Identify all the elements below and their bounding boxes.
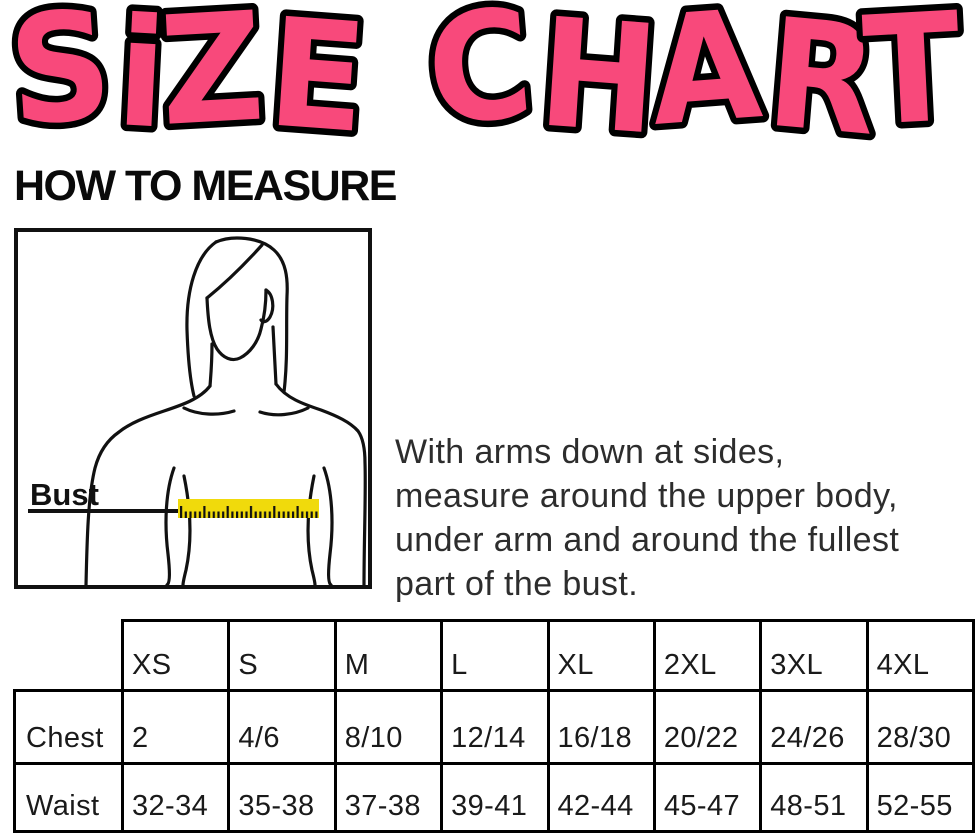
instruction-line: part of the bust. (395, 565, 639, 603)
waist-row-label: Waist (13, 762, 124, 833)
chest-cell-s: 4/6 (227, 689, 337, 765)
waist-cell-l: 39-41 (440, 762, 550, 833)
face-outline (205, 288, 268, 362)
inner-arm-right (322, 466, 334, 587)
how-to-measure-heading: HOW TO MEASURE (14, 162, 397, 210)
chest-cell-xs: 2 (120, 689, 231, 765)
torso-side-right (306, 474, 317, 587)
neck-right (271, 325, 278, 386)
measure-instructions: With arms down at sides, measure around … (395, 430, 978, 606)
page-title: SiZE CHART (3, 0, 964, 152)
instruction-line: under arm and around the fullest (395, 521, 900, 559)
instruction-line: measure around the upper body, (395, 477, 898, 515)
hair-right (214, 236, 289, 394)
chest-cell-2xl: 20/22 (652, 689, 763, 765)
waist-cell-4xl: 52-55 (865, 762, 976, 833)
size-column-header-xs: XS (120, 619, 231, 692)
measuring-tape-ticks (178, 499, 319, 518)
size-column-header-3xl: 3XL (759, 619, 869, 692)
size-column-header-4xl: 4XL (865, 619, 976, 692)
size-column-header-xl: XL (546, 619, 656, 692)
instruction-line: With arms down at sides, (395, 433, 785, 471)
chest-row: Chest 2 4/6 8/10 12/14 16/18 20/22 24/26… (13, 689, 976, 765)
hair-fringe (205, 243, 264, 300)
torso-side-left (181, 474, 192, 587)
waist-cell-s: 35-38 (227, 762, 337, 833)
body-outline (84, 236, 367, 587)
waist-row: Waist 32-34 35-38 37-38 39-41 42-44 45-4… (13, 762, 976, 833)
size-table-header-row: XS S M L XL 2XL 3XL 4XL (15, 619, 976, 692)
waist-cell-3xl: 48-51 (759, 762, 869, 833)
size-column-header-l: L (440, 619, 550, 692)
chest-cell-l: 12/14 (440, 689, 550, 765)
waist-cell-xl: 42-44 (546, 762, 656, 833)
collarbone-right (258, 406, 310, 417)
chest-row-label: Chest (13, 689, 124, 765)
hair-left (185, 240, 218, 398)
corner-cell (15, 621, 123, 691)
woman-torso-illustration: Bust (28, 236, 367, 587)
chest-cell-4xl: 28/30 (865, 689, 976, 765)
chest-cell-xl: 16/18 (546, 689, 656, 765)
chest-cell-3xl: 24/26 (759, 689, 869, 765)
waist-cell-2xl: 45-47 (652, 762, 763, 833)
collarbone-left (182, 406, 236, 416)
shoulder-arm-left (84, 384, 212, 587)
neck-left (208, 342, 214, 388)
inner-arm-left (164, 466, 176, 587)
title-banner: SiZE CHART (0, 0, 971, 152)
ear (259, 288, 275, 324)
bust-label: Bust (30, 477, 99, 512)
size-column-header-s: S (227, 619, 337, 692)
size-column-header-m: M (333, 619, 444, 692)
chest-cell-m: 8/10 (333, 689, 444, 765)
waist-cell-m: 37-38 (333, 762, 444, 833)
measurement-diagram-box: Bust (14, 228, 372, 589)
waist-cell-xs: 32-34 (120, 762, 231, 833)
size-column-header-2xl: 2XL (652, 619, 763, 692)
shoulder-arm-right (274, 382, 367, 587)
size-table: XS S M L XL 2XL 3XL 4XL Chest 2 4/6 8/10… (13, 619, 976, 833)
